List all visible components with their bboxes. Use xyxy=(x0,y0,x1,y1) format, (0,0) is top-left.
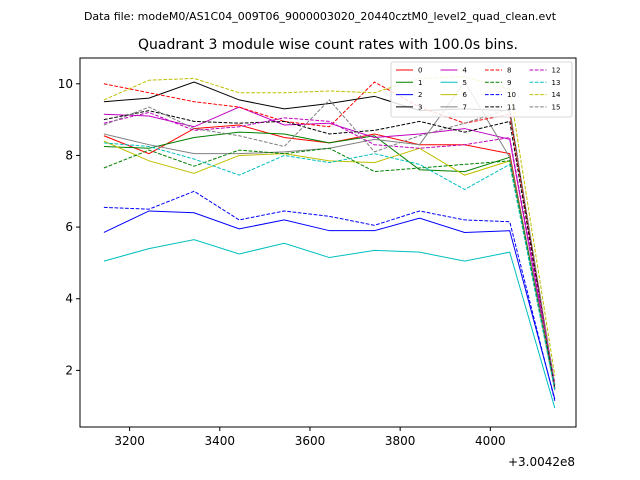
legend-label: 4 xyxy=(463,67,468,75)
y-tick-label: 10 xyxy=(58,77,73,91)
series-line-3 xyxy=(103,81,556,389)
x-tick-label: 3600 xyxy=(295,434,326,448)
legend-label: 6 xyxy=(463,91,468,99)
chart-title: Quadrant 3 module wise count rates with … xyxy=(138,37,518,53)
legend-label: 14 xyxy=(552,91,561,99)
series-line-6 xyxy=(103,140,556,385)
series-line-5 xyxy=(103,239,556,409)
series-line-10 xyxy=(103,190,556,401)
y-tick-label: 2 xyxy=(65,363,73,377)
plot-frame xyxy=(79,57,577,428)
legend-label: 15 xyxy=(552,103,561,111)
y-tick-label: 8 xyxy=(65,148,73,162)
series-line-4 xyxy=(103,106,556,389)
series-line-1 xyxy=(103,131,556,385)
legend-label: 5 xyxy=(463,79,467,87)
legend-label: 12 xyxy=(552,67,561,75)
legend-label: 0 xyxy=(418,67,422,75)
series-line-2 xyxy=(103,210,556,400)
x-tick-label: 3400 xyxy=(205,434,236,448)
legend-label: 2 xyxy=(418,91,422,99)
y-tick-label: 4 xyxy=(65,292,73,306)
legend-label: 1 xyxy=(418,79,422,87)
series-line-12 xyxy=(103,111,556,384)
x-tick-label: 3200 xyxy=(114,434,145,448)
legend-label: 8 xyxy=(507,67,511,75)
legend-label: 3 xyxy=(418,103,422,111)
series-line-15 xyxy=(103,99,556,385)
legend-label: 10 xyxy=(507,91,516,99)
data-file-label: Data file: modeM0/AS1C04_009T06_90000030… xyxy=(84,10,557,23)
x-tick-label: 3800 xyxy=(385,434,416,448)
legend-label: 13 xyxy=(552,79,561,87)
series-line-7 xyxy=(103,81,556,389)
series-line-13 xyxy=(103,142,556,391)
y-tick-label: 6 xyxy=(65,220,73,234)
legend-label: 7 xyxy=(463,103,467,111)
x-offset-label: +3.0042e8 xyxy=(508,455,575,469)
series-line-8 xyxy=(103,81,556,387)
series-line-9 xyxy=(103,147,556,387)
series-layer xyxy=(103,76,556,409)
series-line-11 xyxy=(103,110,556,389)
axes-layer: 3200 3400 3600 3800 4000 2 4 6 8 10 xyxy=(58,77,506,448)
legend-label: 11 xyxy=(507,103,516,111)
legend-label: 9 xyxy=(507,79,511,87)
legend-box xyxy=(390,61,573,118)
x-tick-label: 4000 xyxy=(475,434,506,448)
